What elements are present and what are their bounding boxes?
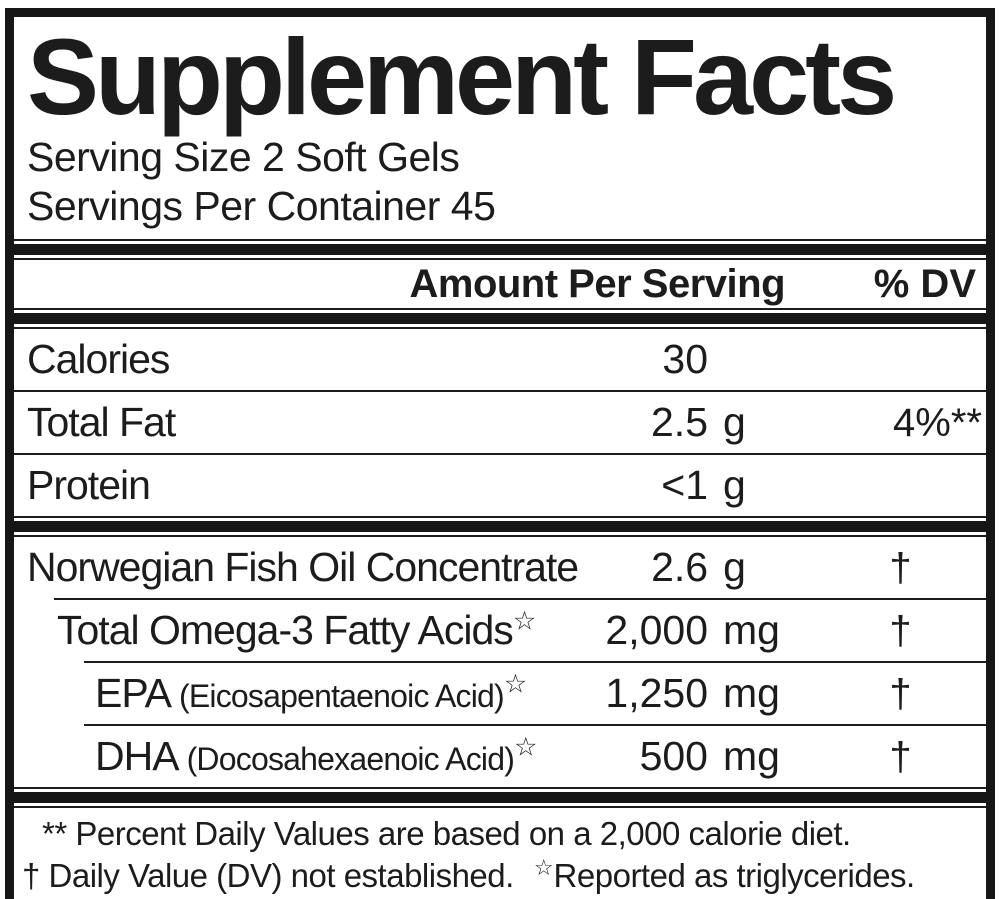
nutrient-row-epa: EPA (Eicosapentaenoic Acid)☆ 1,250 mg † [14, 663, 986, 724]
nutrient-name: Norwegian Fish Oil Concentrate [27, 544, 579, 591]
nutrient-name-chemical: (Docosahexaenoic Acid) [186, 741, 515, 778]
supplement-facts-panel: Supplement Facts Serving Size 2 Soft Gel… [5, 8, 995, 899]
nutrient-amount: 500 [639, 733, 708, 780]
daily-value-dagger: † [889, 734, 912, 779]
nutrient-amount: 30 [662, 336, 708, 383]
section-divider-bar [14, 792, 986, 804]
footnote-reported-note: Reported as triglycerides. [553, 856, 916, 894]
section-divider-bar [14, 244, 986, 256]
star-footnote-marker: ☆ [533, 854, 554, 880]
amount-per-serving-header: Amount Per Serving [409, 261, 785, 306]
nutrient-name: Total Omega-3 Fatty Acids☆ [57, 605, 537, 654]
nutrient-row-dha: DHA (Docosahexaenoic Acid)☆ 500 mg † [14, 726, 986, 787]
nutrient-name: Protein [27, 462, 151, 509]
nutrient-name: Total Fat [27, 399, 176, 446]
ingredients-section: Norwegian Fish Oil Concentrate 2.6 g † T… [14, 535, 986, 790]
nutrient-unit: g [723, 399, 746, 446]
nutrient-name-chemical: (Eicosapentaenoic Acid) [179, 678, 505, 715]
nutrient-name: Calories [27, 336, 170, 383]
nutrient-unit: g [723, 462, 746, 509]
nutrient-name: DHA (Docosahexaenoic Acid)☆ [95, 731, 538, 780]
nutrient-row-fish-oil-concentrate: Norwegian Fish Oil Concentrate 2.6 g † [14, 537, 986, 598]
title-section: Supplement Facts Serving Size 2 Soft Gel… [14, 16, 986, 242]
page-title: Supplement Facts [27, 16, 897, 137]
footnote-section: ** Percent Daily Values are based on a 2… [14, 806, 986, 899]
footnote-dagger-note: † Daily Value (DV) not established. [22, 856, 514, 894]
nutrient-amount: <1 [661, 462, 708, 509]
daily-value-dagger: † [889, 671, 912, 716]
row-divider [54, 598, 986, 601]
star-footnote-marker: ☆ [503, 668, 528, 699]
row-divider [84, 661, 986, 664]
section-divider-bar [14, 313, 986, 325]
servings-per-container-text: Servings Per Container 45 [27, 183, 496, 230]
nutrient-row-protein: Protein <1 g [14, 453, 986, 516]
nutrient-row-total-omega-3: Total Omega-3 Fatty Acids☆ 2,000 mg † [14, 600, 986, 661]
nutrient-name: EPA (Eicosapentaenoic Acid)☆ [95, 668, 528, 717]
daily-value-dagger: † [889, 608, 912, 653]
serving-size-text: Serving Size 2 Soft Gels [27, 134, 460, 180]
nutrient-dv: 4%** [893, 400, 982, 445]
percent-dv-header: % DV [873, 261, 976, 306]
footnote-dv-and-reported: † Daily Value (DV) not established. ☆Repo… [22, 855, 980, 896]
nutrient-row-calories: Calories 30 [14, 329, 986, 390]
nutrient-unit: g [723, 544, 746, 591]
row-divider [84, 724, 986, 727]
nutrient-amount: 2,000 [605, 607, 708, 654]
footnote-percent-dv: ** Percent Daily Values are based on a 2… [42, 815, 851, 853]
nutrient-unit: mg [723, 670, 780, 717]
daily-value-dagger: † [889, 545, 912, 590]
macro-nutrients-section: Calories 30 Total Fat 2.5 g 4%** Protein… [14, 327, 986, 519]
nutrient-row-total-fat: Total Fat 2.5 g 4%** [14, 390, 986, 453]
nutrient-unit: mg [723, 733, 780, 780]
nutrient-unit: mg [723, 607, 780, 654]
nutrient-amount: 2.6 [651, 544, 709, 591]
nutrient-amount: 2.5 [651, 399, 708, 446]
star-footnote-marker: ☆ [512, 605, 537, 636]
star-footnote-marker: ☆ [514, 731, 538, 762]
column-header-row: Amount Per Serving % DV [14, 258, 986, 311]
nutrient-amount: 1,250 [605, 670, 708, 717]
section-divider-bar [14, 521, 986, 533]
